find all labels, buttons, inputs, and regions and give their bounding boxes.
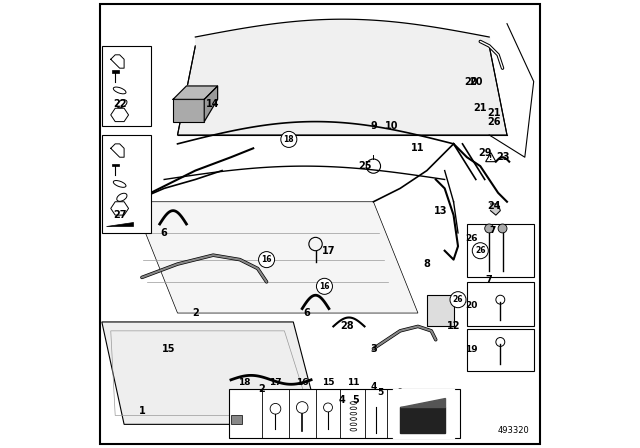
Circle shape	[472, 243, 488, 259]
Text: 20: 20	[469, 77, 483, 86]
Text: 8: 8	[424, 259, 430, 269]
Text: 16: 16	[296, 379, 308, 388]
Text: 11: 11	[411, 143, 425, 153]
Text: !: !	[490, 155, 493, 161]
Circle shape	[259, 252, 275, 267]
Text: 16: 16	[261, 255, 272, 264]
Text: 28: 28	[340, 321, 353, 332]
Bar	[467, 224, 534, 277]
Bar	[112, 70, 119, 73]
Text: 10: 10	[385, 121, 398, 131]
Text: 15: 15	[322, 379, 334, 388]
FancyBboxPatch shape	[173, 99, 204, 121]
Text: 7: 7	[489, 226, 495, 235]
Text: 9: 9	[370, 121, 377, 131]
Bar	[112, 164, 119, 166]
Polygon shape	[173, 86, 218, 99]
Text: 17: 17	[269, 379, 282, 388]
Text: 11: 11	[347, 379, 360, 388]
Bar	[467, 282, 534, 327]
Bar	[467, 329, 534, 371]
Text: 12: 12	[447, 321, 460, 332]
Text: 13: 13	[433, 206, 447, 215]
Text: 24: 24	[487, 201, 500, 211]
Text: 26: 26	[475, 246, 486, 255]
Circle shape	[281, 131, 297, 147]
Text: 16: 16	[319, 282, 330, 291]
Polygon shape	[102, 322, 320, 424]
Text: 3: 3	[370, 344, 377, 353]
Text: 2: 2	[259, 384, 266, 394]
Text: 7: 7	[486, 275, 493, 284]
Bar	[102, 46, 151, 126]
Text: 18: 18	[238, 379, 251, 388]
Circle shape	[498, 224, 507, 233]
Text: 23: 23	[496, 152, 509, 162]
Text: 2: 2	[192, 308, 198, 318]
Bar	[231, 415, 242, 424]
Text: 4: 4	[339, 395, 346, 405]
Polygon shape	[400, 398, 445, 406]
Text: 18: 18	[284, 135, 294, 144]
Bar	[427, 295, 454, 327]
Bar	[102, 135, 151, 233]
Polygon shape	[490, 204, 500, 215]
Text: 15: 15	[162, 344, 175, 353]
Circle shape	[484, 224, 493, 233]
Polygon shape	[400, 406, 445, 433]
Polygon shape	[204, 86, 218, 121]
Polygon shape	[106, 222, 133, 226]
Text: 20: 20	[465, 77, 478, 86]
Text: 25: 25	[358, 161, 371, 171]
Text: 17: 17	[322, 246, 335, 256]
Text: 6: 6	[303, 308, 310, 318]
Polygon shape	[133, 202, 418, 313]
Text: 1: 1	[138, 406, 145, 416]
Circle shape	[450, 292, 466, 308]
Polygon shape	[177, 46, 507, 135]
Circle shape	[316, 278, 332, 294]
Text: 26: 26	[452, 295, 463, 304]
Text: 26: 26	[487, 116, 500, 127]
Text: 22: 22	[113, 99, 127, 109]
Text: 5: 5	[377, 388, 383, 397]
Text: 5: 5	[352, 395, 359, 405]
Bar	[228, 389, 460, 438]
Text: 14: 14	[206, 99, 220, 109]
Text: 29: 29	[478, 148, 492, 158]
Text: 21: 21	[474, 103, 487, 113]
Text: 19: 19	[465, 345, 477, 354]
Text: 4: 4	[370, 382, 376, 391]
Text: 493320: 493320	[497, 426, 529, 435]
Polygon shape	[394, 389, 454, 438]
Text: 26: 26	[465, 234, 477, 243]
Text: 27: 27	[113, 210, 127, 220]
Text: 6: 6	[161, 228, 168, 238]
Text: 21: 21	[487, 108, 500, 118]
Text: 20: 20	[465, 301, 477, 310]
